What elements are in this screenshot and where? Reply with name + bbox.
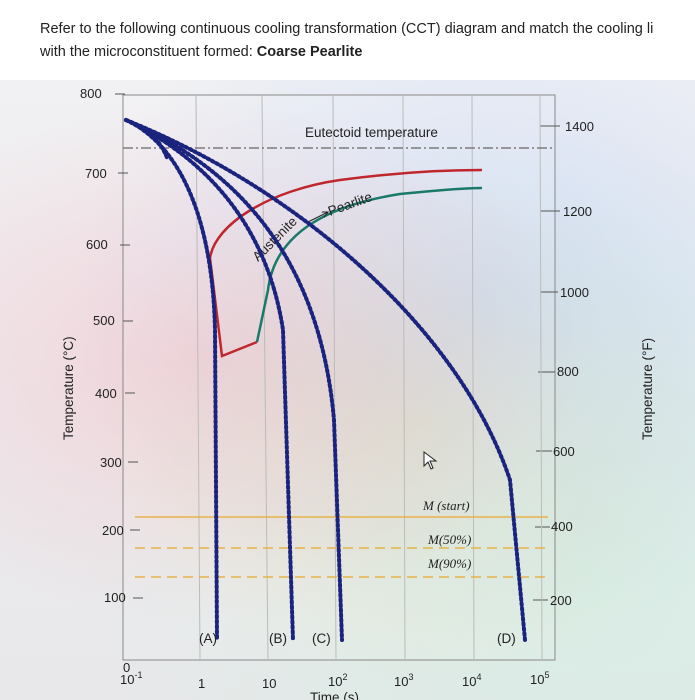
y-tick-label: 800: [80, 86, 102, 101]
y-tick-label: 600: [86, 237, 108, 252]
pearlite-start-curve: [208, 168, 483, 358]
cooling-curves: [124, 118, 527, 642]
x-tick-label: 10: [262, 676, 276, 691]
y2-tick-label: 600: [553, 444, 575, 459]
y-tick-label: 500: [93, 313, 115, 328]
y-axis-right: 1400 1200 1000 800 600 400 200 Temperatu…: [533, 119, 655, 608]
cursor-icon: [423, 451, 438, 470]
y2-tick-label: 400: [551, 519, 573, 534]
x-tick-label: 105: [530, 670, 549, 687]
curve-label-d: (D): [497, 631, 516, 646]
m50-label: M(50%): [427, 532, 471, 547]
y2-tick-label: 200: [550, 593, 572, 608]
x-axis-title: Time (s): [310, 690, 359, 700]
curve-label-b: (B): [269, 631, 287, 646]
question-emphasis: Coarse Pearlite: [256, 44, 363, 60]
diagram-photo: [0, 80, 695, 700]
austenite-arrow: [305, 212, 328, 224]
x-tick-label: 10-1: [120, 670, 142, 687]
question-text: Refer to the following continuous coolin…: [40, 18, 690, 64]
m90-label: M(90%): [427, 556, 471, 571]
y-tick-label: 200: [102, 523, 124, 538]
curve-label-a: (A): [199, 631, 217, 646]
x-tick-label: 102: [328, 672, 347, 689]
y-tick-label: 0: [123, 660, 130, 675]
eutectoid-label: Eutectoid temperature: [305, 125, 438, 140]
y-axis-left: 800 700 600 500 400 300 200 100 0 Temper…: [61, 86, 143, 675]
y-tick-label: 100: [104, 590, 126, 605]
y-tick-label: 300: [100, 455, 122, 470]
y2-tick-label: 1000: [560, 285, 589, 300]
question-line-1: Refer to the following continuous coolin…: [40, 21, 654, 37]
pearlite-finish-curve: [255, 186, 483, 343]
y-tick-label: 700: [85, 166, 107, 181]
y2-axis-title: Temperature (°F): [640, 338, 655, 440]
curve-label-c: (C): [312, 631, 331, 646]
x-tick-label: 1: [198, 676, 205, 691]
cooling-curve-c: [124, 118, 344, 642]
y-tick-label: 400: [95, 386, 117, 401]
cooling-curve-d: [124, 118, 527, 642]
y2-tick-label: 800: [557, 364, 579, 379]
cooling-curve-fast: [124, 118, 170, 162]
y2-tick-label: 1400: [565, 119, 594, 134]
y2-tick-label: 1200: [563, 204, 592, 219]
x-axis: 10-1 1 10 102 103 104 105 Time (s): [120, 670, 549, 700]
m-start-label: M (start): [422, 498, 470, 513]
question-line-2: with the microconstituent formed:: [40, 44, 257, 60]
x-tick-label: 103: [394, 672, 413, 689]
x-tick-label: 104: [462, 672, 481, 689]
y-axis-title: Temperature (°C): [61, 336, 76, 440]
